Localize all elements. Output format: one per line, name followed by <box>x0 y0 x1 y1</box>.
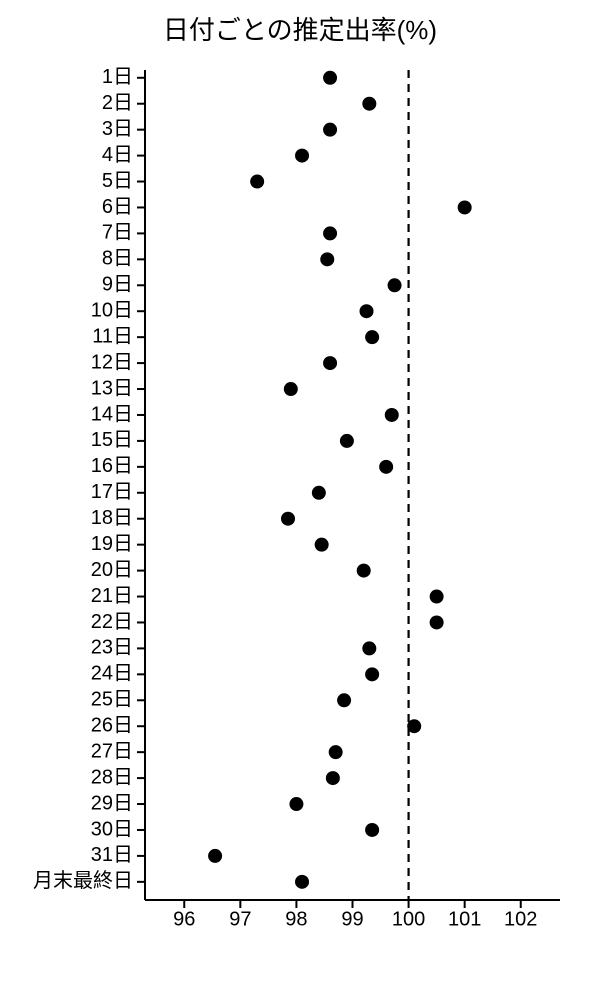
data-point <box>365 823 379 837</box>
y-tick-label: 15日 <box>91 429 133 451</box>
y-tick-label: 6日 <box>102 196 133 218</box>
x-tick-label: 97 <box>229 909 251 931</box>
data-point <box>281 512 295 526</box>
data-point <box>323 226 337 240</box>
chart-svg: 1日 2日 3日 4日 5日 6日 7日 8日 9日 10日 11日 12日 13日 14日 15日 16日 1… <box>0 0 600 1000</box>
y-tick-label: 1日 <box>102 66 133 88</box>
data-point <box>365 330 379 344</box>
data-point <box>458 200 472 214</box>
y-tick-label: 3日 <box>102 118 133 140</box>
data-point <box>362 641 376 655</box>
data-point <box>385 408 399 422</box>
y-tick-label: 18日 <box>91 507 133 529</box>
y-tick-label: 23日 <box>91 637 133 659</box>
data-point <box>289 797 303 811</box>
y-tick-label: 16日 <box>91 455 133 477</box>
data-point <box>340 434 354 448</box>
y-tick-label: 29日 <box>91 792 133 814</box>
x-tick-label: 98 <box>285 909 307 931</box>
y-tick-label: 8日 <box>102 248 133 270</box>
y-tick-label: 7日 <box>102 222 133 244</box>
y-tick-label: 14日 <box>91 403 133 425</box>
y-tick-label: 24日 <box>91 663 133 685</box>
data-point <box>250 175 264 189</box>
data-point <box>337 693 351 707</box>
data-point <box>323 356 337 370</box>
x-tick-label: 99 <box>341 909 363 931</box>
data-point <box>430 615 444 629</box>
data-point <box>323 123 337 137</box>
y-tick-label: 22日 <box>91 611 133 633</box>
y-tick-label: 月末最終日 <box>33 869 133 892</box>
data-point <box>365 667 379 681</box>
y-tick-label: 26日 <box>91 715 133 737</box>
data-point <box>379 460 393 474</box>
chart-container: 日付ごとの推定出率(%) 1日2日3日4日5日6日7日8日9日10日11日12日… <box>0 0 600 1000</box>
data-point <box>208 849 222 863</box>
y-tick-label: 28日 <box>91 766 133 788</box>
y-tick-label: 19日 <box>91 533 133 555</box>
y-tick-label: 4日 <box>102 144 133 166</box>
x-tick-label: 101 <box>448 909 481 931</box>
y-tick-label: 10日 <box>91 300 133 322</box>
data-point <box>407 719 421 733</box>
y-tick-label: 31日 <box>91 844 133 866</box>
data-point <box>323 71 337 85</box>
x-tick-label: 96 <box>173 909 195 931</box>
data-point <box>388 278 402 292</box>
data-point <box>295 875 309 889</box>
data-point <box>312 486 326 500</box>
y-tick-label: 13日 <box>91 377 133 399</box>
y-tick-label: 11日 <box>92 325 133 347</box>
y-tick-label: 9日 <box>102 274 133 296</box>
data-point <box>430 590 444 604</box>
y-tick-label: 21日 <box>91 585 133 607</box>
data-point <box>362 97 376 111</box>
y-tick-label: 25日 <box>91 689 133 711</box>
y-tick-label: 5日 <box>102 170 133 192</box>
y-tick-label: 20日 <box>91 559 133 581</box>
y-tick-label: 2日 <box>102 92 133 114</box>
data-point <box>360 304 374 318</box>
y-tick-label: 30日 <box>91 818 133 840</box>
data-point <box>329 745 343 759</box>
y-tick-label: 12日 <box>91 351 133 373</box>
data-point <box>284 382 298 396</box>
y-tick-label: 27日 <box>91 740 133 762</box>
data-point <box>315 538 329 552</box>
data-point <box>320 252 334 266</box>
data-point <box>357 564 371 578</box>
data-point <box>295 149 309 163</box>
x-tick-label: 100 <box>392 909 425 931</box>
data-point <box>326 771 340 785</box>
x-tick-label: 102 <box>504 909 537 931</box>
y-tick-label: 17日 <box>91 481 133 503</box>
